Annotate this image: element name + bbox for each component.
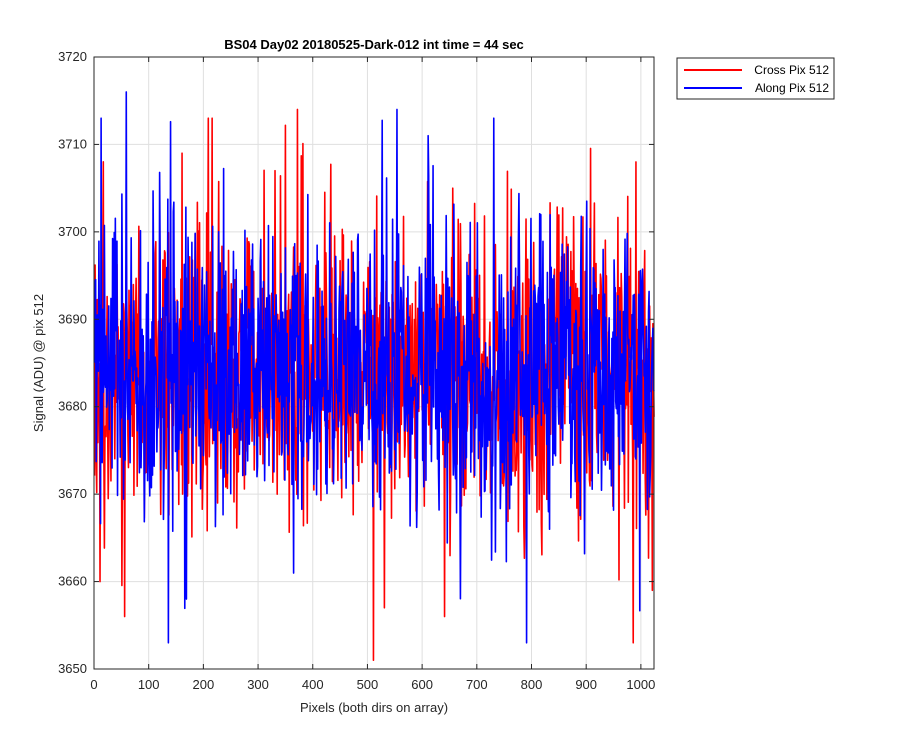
x-tick-label: 700 [466, 677, 488, 692]
x-tick-label: 0 [90, 677, 97, 692]
x-tick-label: 500 [357, 677, 379, 692]
legend-box [676, 57, 835, 100]
x-tick-label: 200 [193, 677, 215, 692]
x-tick-label: 300 [247, 677, 269, 692]
y-tick-label: 3690 [58, 311, 87, 326]
y-tick-label: 3700 [58, 224, 87, 239]
legend: Cross Pix 512 Along Pix 512 [676, 57, 835, 100]
x-axis-label: Pixels (both dirs on array) [300, 700, 448, 715]
x-tick-label: 600 [411, 677, 433, 692]
y-axis-label: Signal (ADU) @ pix 512 [31, 294, 46, 432]
y-tick-label: 3720 [58, 49, 87, 64]
x-tick-label: 100 [138, 677, 160, 692]
y-tick-label: 3650 [58, 661, 87, 676]
ticks: 0 100 200 300 400 500 600 700 800 900 1000 3650 3660… [58, 49, 655, 692]
legend-label-along: Along Pix 512 [755, 81, 829, 95]
chart-title: BS04 Day02 20180525-Dark-012 int time = … [224, 37, 524, 52]
x-tick-label: 800 [521, 677, 543, 692]
series-layer [93, 91, 655, 662]
x-tick-label: 1000 [626, 677, 655, 692]
y-tick-label: 3710 [58, 136, 87, 151]
plot-frame [93, 56, 655, 670]
x-tick-label: 400 [302, 677, 324, 692]
legend-label-cross: Cross Pix 512 [754, 63, 829, 77]
y-tick-label: 3670 [58, 486, 87, 501]
y-tick-label: 3680 [58, 399, 87, 414]
series-line-along [93, 91, 655, 644]
x-tick-label: 900 [575, 677, 597, 692]
y-tick-label: 3660 [58, 574, 87, 589]
